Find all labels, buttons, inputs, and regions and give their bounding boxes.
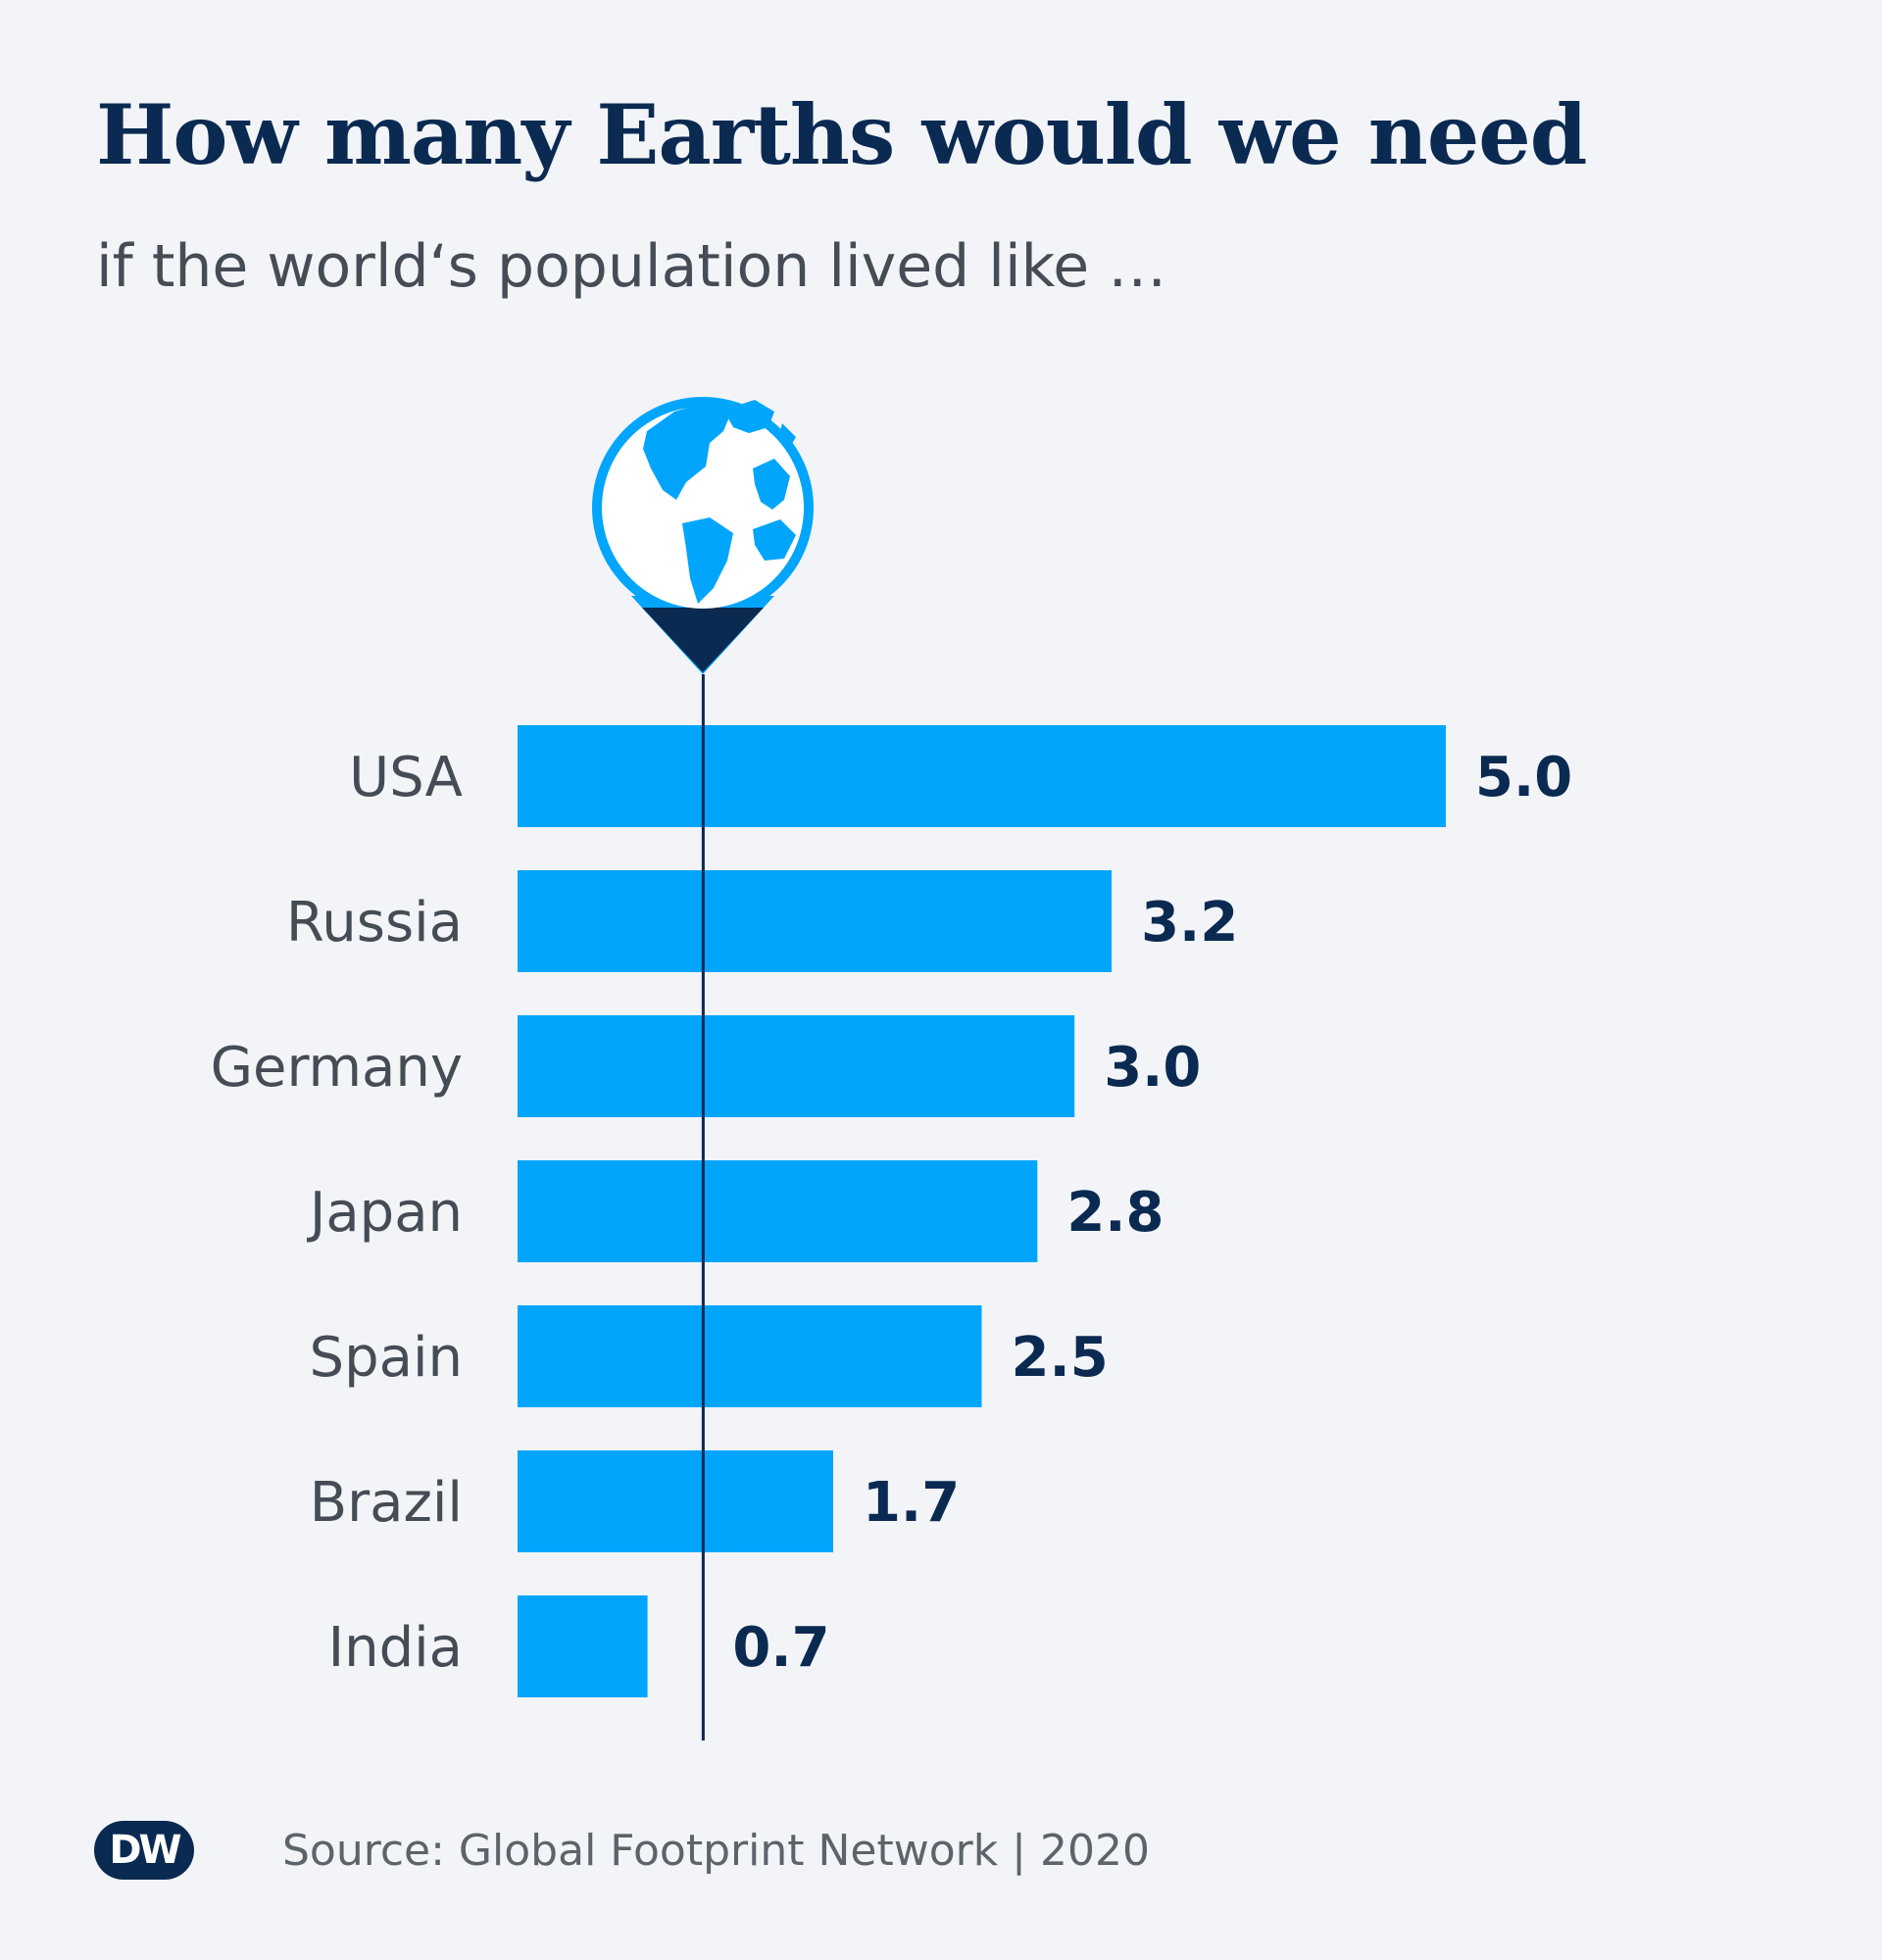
globe-pin-icon bbox=[592, 397, 814, 674]
bar-usa bbox=[518, 725, 1446, 827]
chart-title: How many Earths would we need bbox=[96, 86, 1587, 183]
category-label: Spain bbox=[310, 1326, 463, 1390]
category-label: Japan bbox=[307, 1181, 463, 1245]
value-label: 3.0 bbox=[1104, 1036, 1201, 1100]
footer: DW Source: Global Footprint Network | 20… bbox=[94, 1813, 1150, 1887]
value-label: 2.8 bbox=[1066, 1181, 1164, 1245]
category-label: Brazil bbox=[310, 1471, 463, 1535]
bars-group: USA 5.0 Russia 3.2 Germany 3.0 Japan 2.8 Spain 2.… bbox=[211, 725, 1572, 1697]
bar-germany bbox=[518, 1015, 1075, 1117]
value-label: 2.5 bbox=[1012, 1326, 1109, 1390]
value-label: 1.7 bbox=[863, 1471, 960, 1535]
chart-subtitle: if the world‘s population lived like … bbox=[96, 232, 1167, 301]
source-note: Source: Global Footprint Network | 2020 bbox=[282, 1825, 1150, 1876]
category-label: USA bbox=[349, 746, 463, 809]
bar-russia bbox=[518, 870, 1113, 972]
category-label: Russia bbox=[286, 891, 463, 955]
category-label: Germany bbox=[211, 1036, 463, 1100]
bar-japan bbox=[518, 1160, 1038, 1262]
bar-brazil bbox=[518, 1450, 833, 1552]
dw-logo: DW bbox=[94, 1821, 194, 1880]
bar-india bbox=[518, 1595, 648, 1697]
value-label: 3.2 bbox=[1141, 891, 1238, 955]
value-label: 0.7 bbox=[732, 1616, 829, 1680]
bar-spain bbox=[518, 1305, 982, 1407]
category-label: India bbox=[328, 1616, 463, 1680]
value-label: 5.0 bbox=[1475, 746, 1572, 809]
